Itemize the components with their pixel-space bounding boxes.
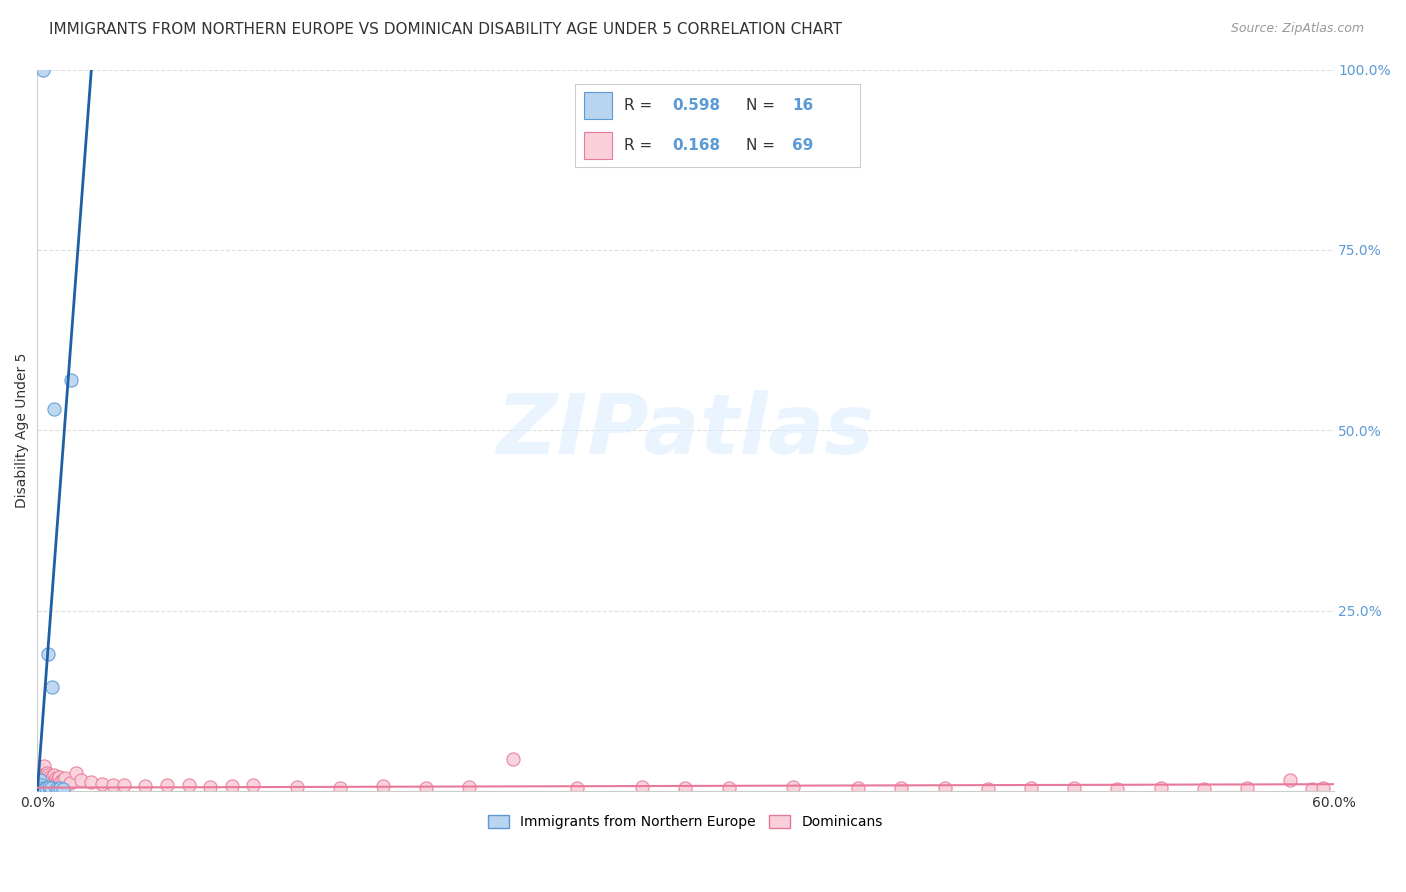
Point	[35, 765, 58, 780]
Point	[52, 782, 75, 797]
Point	[329, 780, 352, 795]
Point	[27, 779, 49, 793]
Point	[35, 769, 58, 783]
Point	[1236, 781, 1258, 796]
Point	[42, 401, 65, 416]
Point	[38, 772, 60, 787]
Point	[31, 780, 53, 795]
Point	[631, 780, 654, 794]
Point	[156, 779, 179, 793]
Point	[1019, 781, 1042, 796]
Point	[80, 775, 103, 789]
Point	[35, 781, 58, 796]
Point	[782, 780, 804, 794]
Point	[198, 780, 221, 794]
Point	[1150, 781, 1173, 796]
Point	[30, 763, 52, 777]
Text: IMMIGRANTS FROM NORTHERN EUROPE VS DOMINICAN DISABILITY AGE UNDER 5 CORRELATION : IMMIGRANTS FROM NORTHERN EUROPE VS DOMIN…	[49, 22, 842, 37]
Point	[112, 778, 135, 792]
Point	[31, 764, 53, 778]
Point	[28, 773, 51, 788]
Point	[1107, 782, 1129, 797]
Point	[458, 780, 481, 794]
Point	[32, 62, 55, 77]
Point	[59, 373, 82, 387]
Point	[502, 752, 524, 766]
Point	[35, 773, 58, 788]
Text: ZIPatlas: ZIPatlas	[496, 390, 875, 471]
Text: Source: ZipAtlas.com: Source: ZipAtlas.com	[1230, 22, 1364, 36]
Point	[59, 775, 82, 789]
Point	[38, 780, 60, 794]
Point	[673, 781, 696, 796]
Point	[52, 772, 75, 787]
Point	[1279, 773, 1302, 788]
Point	[37, 767, 59, 781]
Point	[371, 779, 394, 793]
Point	[31, 772, 53, 787]
Point	[45, 771, 67, 785]
Point	[31, 770, 53, 784]
Point	[39, 780, 62, 795]
Point	[55, 772, 77, 786]
Point	[934, 781, 956, 796]
Point	[69, 773, 91, 788]
Point	[221, 779, 243, 793]
Point	[1301, 782, 1323, 797]
Point	[177, 778, 200, 792]
Point	[91, 777, 114, 791]
Point	[42, 768, 65, 782]
Point	[41, 680, 63, 694]
Point	[46, 772, 69, 786]
Point	[28, 773, 51, 788]
Point	[39, 770, 62, 784]
Point	[285, 780, 308, 794]
Point	[101, 779, 124, 793]
Y-axis label: Disability Age Under 5: Disability Age Under 5	[15, 352, 30, 508]
Point	[32, 782, 55, 797]
Point	[34, 772, 56, 786]
Point	[242, 779, 264, 793]
Point	[30, 779, 52, 793]
Point	[977, 782, 1000, 797]
Point	[890, 780, 912, 795]
Point	[32, 774, 55, 789]
Point	[41, 772, 63, 786]
Legend: Immigrants from Northern Europe, Dominicans: Immigrants from Northern Europe, Dominic…	[482, 810, 889, 835]
Point	[34, 767, 56, 781]
Point	[44, 773, 66, 788]
Point	[45, 775, 67, 789]
Point	[46, 782, 69, 797]
Point	[49, 781, 72, 796]
Point	[415, 780, 437, 795]
Point	[49, 774, 72, 789]
Point	[32, 771, 55, 785]
Point	[41, 774, 63, 789]
Point	[28, 772, 51, 786]
Point	[717, 780, 740, 795]
Point	[37, 647, 59, 661]
Point	[45, 782, 67, 797]
Point	[846, 781, 869, 796]
Point	[48, 770, 70, 784]
Point	[567, 780, 589, 795]
Point	[30, 768, 52, 782]
Point	[1312, 781, 1334, 796]
Point	[32, 759, 55, 773]
Point	[65, 766, 87, 780]
Point	[37, 772, 59, 786]
Point	[28, 766, 51, 780]
Point	[1192, 782, 1215, 797]
Point	[134, 779, 156, 793]
Point	[1063, 780, 1085, 795]
